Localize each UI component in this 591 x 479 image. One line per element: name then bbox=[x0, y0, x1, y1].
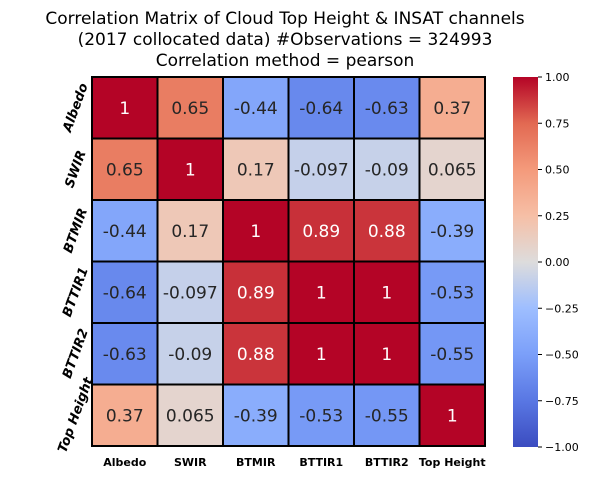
heatmap-cell-label: 1 bbox=[316, 345, 327, 365]
x-tick-label: Albedo bbox=[103, 456, 146, 469]
heatmap-cell-label: 0.65 bbox=[106, 160, 144, 180]
x-tick-label: Top Height bbox=[419, 456, 486, 469]
heatmap-cell-label: 0.89 bbox=[302, 222, 340, 242]
heatmap-cell-label: 1 bbox=[250, 222, 261, 242]
heatmap-cell-label: 0.88 bbox=[368, 222, 406, 242]
colorbar-tick-label: 0.75 bbox=[545, 117, 570, 130]
y-tick-label: SWIR bbox=[62, 149, 89, 190]
heatmap-cell bbox=[353, 260, 421, 324]
heatmap-cell bbox=[418, 137, 486, 201]
heatmap-cell-label: -0.097 bbox=[294, 160, 349, 180]
x-tick-label: SWIR bbox=[174, 456, 207, 469]
heatmap-cell-label: -0.09 bbox=[365, 160, 409, 180]
heatmap-cell bbox=[156, 199, 224, 263]
chart-title-line-2: (2017 collocated data) #Observations = 3… bbox=[78, 30, 493, 50]
colorbar-gradient bbox=[513, 77, 538, 447]
colorbar-tick-label: 1.00 bbox=[545, 71, 570, 84]
colorbar: 1.00 0.75 0.50 0.25 0.00 −0.25 −0.50 −0.75 −1.00 bbox=[513, 71, 579, 454]
heatmap-cell-label: 0.065 bbox=[428, 160, 477, 180]
heatmap-cell bbox=[418, 383, 486, 447]
chart-title-line-1: Correlation Matrix of Cloud Top Height &… bbox=[45, 9, 524, 29]
heatmap-cell bbox=[91, 260, 159, 324]
heatmap-cell-label: -0.09 bbox=[168, 345, 212, 365]
heatmap-cell-label: -0.63 bbox=[365, 99, 409, 119]
colorbar-ticks: 1.00 0.75 0.50 0.25 0.00 −0.25 −0.50 −0.75 −1.00 bbox=[538, 71, 579, 454]
heatmap-cell-label: -0.53 bbox=[430, 283, 474, 303]
colorbar-tick-label: 0.25 bbox=[545, 210, 570, 223]
y-tick-label: Top Height bbox=[55, 375, 96, 455]
heatmap-cell bbox=[156, 260, 224, 324]
y-tick-label: Albedo bbox=[60, 81, 92, 135]
chart-title-line-3: Correlation method = pearson bbox=[156, 51, 415, 71]
y-tick-label: BTMIR bbox=[61, 206, 91, 255]
heatmap-cell-label: -0.55 bbox=[430, 345, 474, 365]
heatmap-cell-label: -0.39 bbox=[234, 406, 278, 426]
heatmap-cell bbox=[353, 199, 421, 263]
heatmap-cell bbox=[353, 322, 421, 386]
heatmap-cells: 1 0.65 -0.44 -0.64 -0.63 0.370.65 1 0.17 -0.097-… bbox=[91, 76, 486, 447]
heatmap-cell-label: -0.53 bbox=[299, 406, 343, 426]
heatmap-cell-label: 0.37 bbox=[106, 406, 144, 426]
heatmap-cell-label: -0.39 bbox=[430, 222, 474, 242]
colorbar-tick-label: 0.00 bbox=[545, 256, 570, 269]
heatmap-cell bbox=[222, 260, 290, 324]
heatmap-cell bbox=[156, 137, 224, 201]
x-tick-label: BTTIR2 bbox=[365, 456, 409, 469]
heatmap-cell-label: -0.44 bbox=[103, 222, 147, 242]
heatmap-cell bbox=[287, 137, 355, 201]
heatmap-cell-label: 1 bbox=[381, 283, 392, 303]
heatmap-cell bbox=[287, 260, 355, 324]
heatmap-cell-label: 0.17 bbox=[171, 222, 209, 242]
colorbar-tick-label: 0.50 bbox=[545, 164, 570, 177]
heatmap-cell-label: 0.88 bbox=[237, 345, 275, 365]
heatmap-cell-label: 1 bbox=[316, 283, 327, 303]
y-tick-label: BTTIR1 bbox=[60, 265, 92, 319]
y-tick-label: BTTIR2 bbox=[60, 327, 92, 381]
heatmap-cell-label: 1 bbox=[119, 99, 130, 119]
heatmap-cell bbox=[418, 322, 486, 386]
heatmap-cell bbox=[222, 322, 290, 386]
colorbar-tick-label: −0.25 bbox=[545, 302, 579, 315]
heatmap-cell bbox=[418, 260, 486, 324]
heatmap-cell bbox=[287, 383, 355, 447]
colorbar-tick-label: −1.00 bbox=[545, 441, 579, 454]
heatmap-cell-label: 1 bbox=[381, 345, 392, 365]
colorbar-tick-label: −0.75 bbox=[545, 395, 579, 408]
heatmap-cell-label: 0.17 bbox=[237, 160, 275, 180]
heatmap-cell-label: -0.44 bbox=[234, 99, 278, 119]
heatmap-cell-label: 0.65 bbox=[171, 99, 209, 119]
heatmap-cell-label: -0.64 bbox=[103, 283, 147, 303]
colorbar-tick-label: −0.50 bbox=[545, 349, 579, 362]
heatmap-cell-label: 0.37 bbox=[433, 99, 471, 119]
heatmap-cell-label: 1 bbox=[447, 406, 458, 426]
heatmap-cell bbox=[418, 199, 486, 263]
x-axis-tick-labels: Albedo SWIR BTMIR BTTIR1 BTTIR2 Top Height bbox=[103, 456, 485, 469]
heatmap-cell-label: -0.097 bbox=[163, 283, 218, 303]
heatmap-cell-label: -0.55 bbox=[365, 406, 409, 426]
heatmap-cell bbox=[353, 383, 421, 447]
chart-title: Correlation Matrix of Cloud Top Height &… bbox=[45, 9, 524, 71]
heatmap-cell-label: -0.64 bbox=[299, 99, 343, 119]
heatmap-cell bbox=[156, 76, 224, 140]
heatmap-cell bbox=[91, 76, 159, 140]
x-tick-label: BTTIR1 bbox=[299, 456, 343, 469]
heatmap-cell bbox=[91, 383, 159, 447]
heatmap-cell-label: 0.89 bbox=[237, 283, 275, 303]
heatmap-cell bbox=[287, 199, 355, 263]
heatmap-cell-label: -0.63 bbox=[103, 345, 147, 365]
heatmap-cell-label: 0.065 bbox=[166, 406, 215, 426]
heatmap-cell-label: 1 bbox=[185, 160, 196, 180]
heatmap-cell bbox=[418, 76, 486, 140]
x-tick-label: BTMIR bbox=[236, 456, 276, 469]
